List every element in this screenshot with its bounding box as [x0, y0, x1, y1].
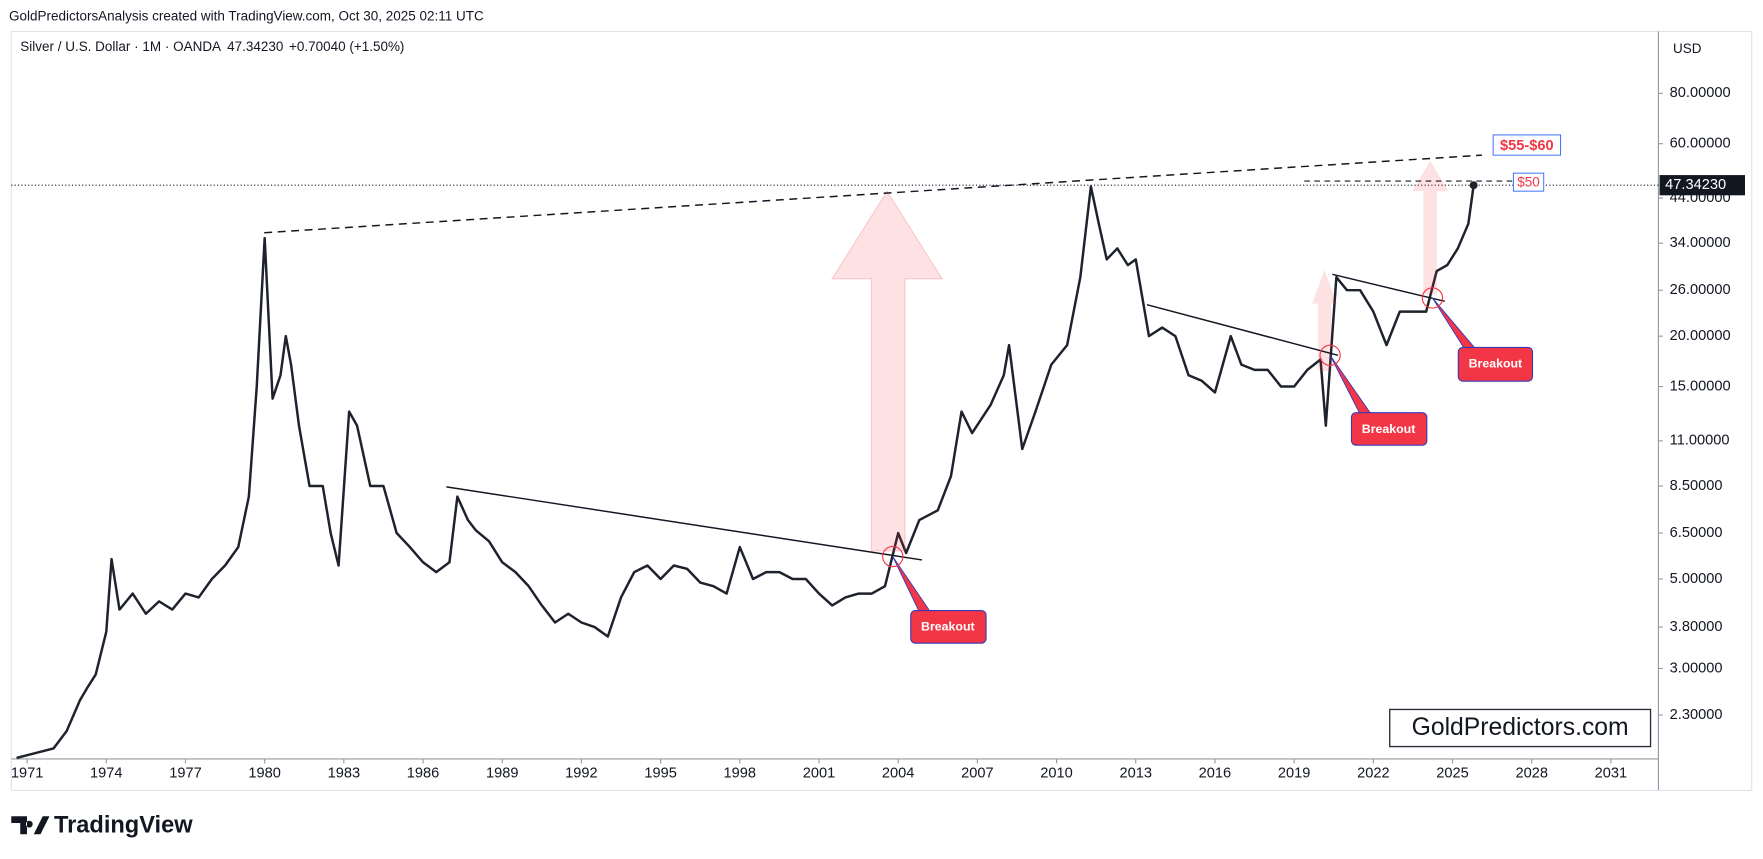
- x-tick-label: 2028: [1515, 765, 1548, 781]
- x-tick-label: 1998: [724, 765, 757, 781]
- trend-line: [1146, 303, 1339, 356]
- x-tick-label: 2019: [1278, 765, 1311, 781]
- price-line: [16, 185, 1475, 760]
- callout-text: Breakout: [921, 620, 975, 634]
- x-tick-label: 2025: [1436, 765, 1469, 781]
- currency: USD: [1673, 41, 1702, 56]
- y-tick-label: 2.30000: [1670, 707, 1723, 723]
- last-point: [1469, 181, 1478, 190]
- target-box: [1512, 172, 1545, 192]
- x-tick-label: 2007: [961, 765, 994, 781]
- x-tick-label: 2031: [1595, 765, 1628, 781]
- callout: [1350, 412, 1428, 446]
- watermark-box: [1389, 708, 1652, 748]
- x-tick-label: 1974: [90, 765, 123, 781]
- x-tick-label: 1989: [486, 765, 519, 781]
- x-tick-label: 1983: [328, 765, 361, 781]
- y-tick-label: 3.80000: [1670, 619, 1723, 635]
- callout-text: Breakout: [1362, 422, 1416, 436]
- price-label: 47.34230: [1665, 177, 1726, 193]
- callout: [1457, 346, 1534, 382]
- target-text: $50: [1517, 174, 1540, 189]
- brand: TradingView: [54, 813, 193, 839]
- y-tick-label: 26.00000: [1670, 282, 1731, 298]
- target-arrow: [1412, 160, 1449, 295]
- brand-logo: [11, 816, 50, 835]
- y-tick-label: 5.00000: [1670, 571, 1723, 587]
- watermark: GoldPredictors.com: [1412, 714, 1629, 741]
- target-box: [1492, 134, 1562, 156]
- x-tick-label: 2001: [803, 765, 836, 781]
- x-tick-label: 1971: [11, 765, 44, 781]
- callout-pointer: [1329, 355, 1373, 416]
- target-text: $55-$60: [1500, 138, 1554, 154]
- trend-line: [1332, 273, 1445, 303]
- y-tick-label: 6.50000: [1670, 525, 1723, 541]
- symbol-price: 47.34230: [227, 39, 283, 54]
- y-tick-label: 3.00000: [1670, 660, 1723, 676]
- x-tick-label: 1992: [565, 765, 598, 781]
- breakout-circle: [1421, 287, 1444, 309]
- symbol: Silver / U.S. Dollar · 1M · OANDA: [20, 39, 221, 54]
- symbol-change: +0.70040 (+1.50%): [289, 39, 404, 54]
- y-tick-label: 8.50000: [1670, 478, 1723, 494]
- x-tick-label: 2013: [1120, 765, 1153, 781]
- target-arrow: [831, 190, 944, 552]
- y-tick-label: 34.00000: [1670, 235, 1731, 251]
- x-tick-label: 2010: [1040, 765, 1073, 781]
- x-tick-label: 2022: [1357, 765, 1390, 781]
- x-tick-label: 1980: [248, 765, 281, 781]
- x-tick-label: 2004: [882, 765, 915, 781]
- x-tick-label: 1977: [169, 765, 202, 781]
- trend-line: [446, 486, 923, 561]
- x-tick-label: 1986: [407, 765, 440, 781]
- price-label-box: [1659, 175, 1745, 196]
- y-tick-label: 15.00000: [1670, 378, 1731, 394]
- breakout-circle: [882, 545, 904, 568]
- x-tick-label: 2016: [1199, 765, 1232, 781]
- resistance-line: [264, 154, 1482, 234]
- y-tick-label: 80.00000: [1670, 85, 1731, 101]
- y-tick-label: 60.00000: [1670, 136, 1731, 152]
- x-tick-label: 1995: [644, 765, 677, 781]
- breakout-circle: [1319, 344, 1341, 366]
- y-tick-label: 11.00000: [1670, 433, 1730, 449]
- callout: [910, 609, 987, 644]
- callout-text: Breakout: [1469, 357, 1523, 371]
- header: GoldPredictorsAnalysis created with Trad…: [9, 8, 484, 23]
- y-tick-label: 20.00000: [1670, 328, 1731, 344]
